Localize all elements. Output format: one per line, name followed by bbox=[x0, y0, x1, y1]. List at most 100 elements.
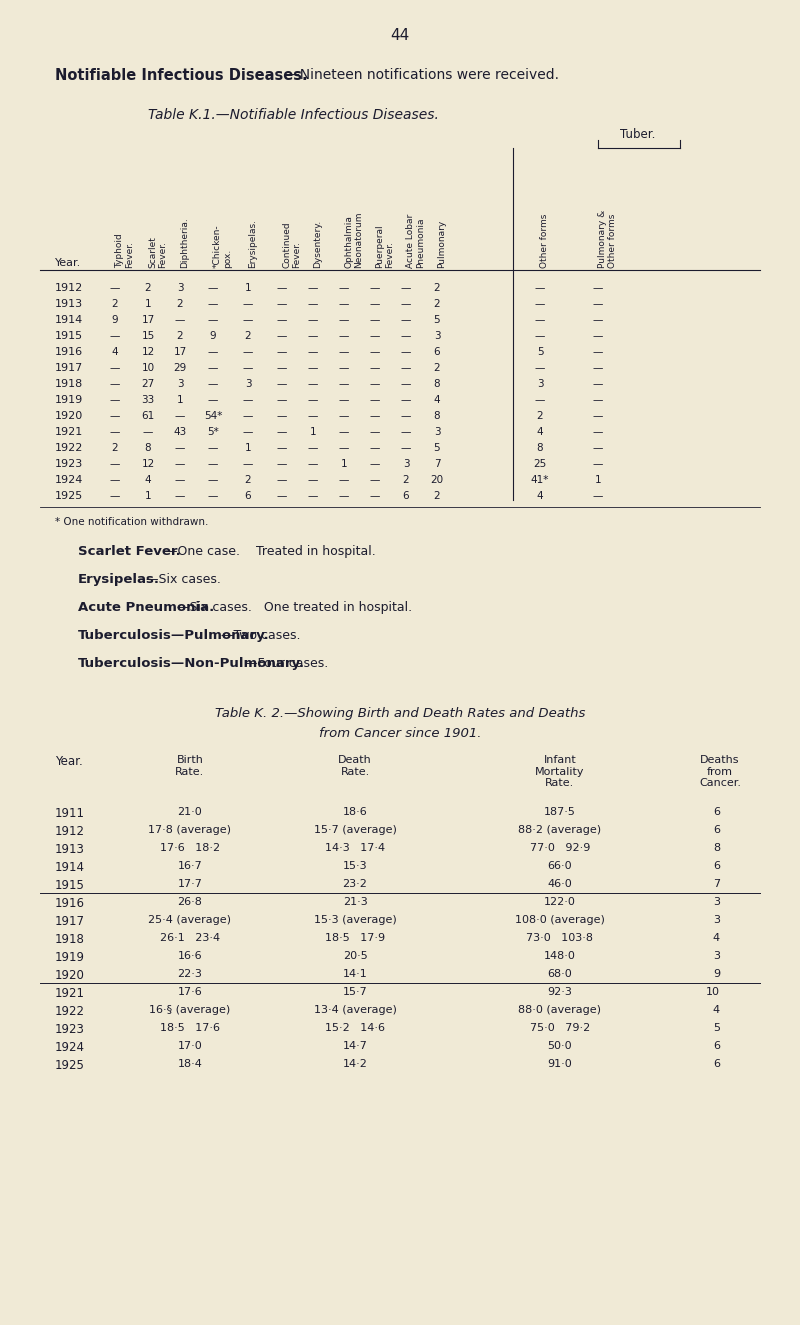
Text: —: — bbox=[370, 299, 380, 309]
Text: 46·0: 46·0 bbox=[548, 878, 572, 889]
Text: —: — bbox=[208, 379, 218, 390]
Text: —: — bbox=[243, 427, 253, 437]
Text: —: — bbox=[593, 284, 603, 293]
Text: 18·5   17·6: 18·5 17·6 bbox=[160, 1023, 220, 1034]
Text: 6: 6 bbox=[713, 1059, 720, 1069]
Text: —: — bbox=[370, 411, 380, 421]
Text: —Six cases.   One treated in hospital.: —Six cases. One treated in hospital. bbox=[178, 602, 412, 613]
Text: 1: 1 bbox=[177, 395, 183, 405]
Text: 8: 8 bbox=[434, 411, 440, 421]
Text: —: — bbox=[308, 474, 318, 485]
Text: 6: 6 bbox=[245, 492, 251, 501]
Text: —: — bbox=[243, 299, 253, 309]
Text: —: — bbox=[208, 492, 218, 501]
Text: —: — bbox=[339, 331, 349, 341]
Text: 1925: 1925 bbox=[55, 1059, 85, 1072]
Text: 15·7: 15·7 bbox=[342, 987, 367, 996]
Text: Dysentery.: Dysentery. bbox=[313, 220, 322, 268]
Text: 21·0: 21·0 bbox=[178, 807, 202, 818]
Text: 15·3 (average): 15·3 (average) bbox=[314, 916, 396, 925]
Text: —: — bbox=[370, 315, 380, 325]
Text: 22·3: 22·3 bbox=[178, 969, 202, 979]
Text: 4: 4 bbox=[713, 1004, 720, 1015]
Text: —: — bbox=[593, 427, 603, 437]
Text: 9: 9 bbox=[210, 331, 216, 341]
Text: 4: 4 bbox=[537, 492, 543, 501]
Text: —: — bbox=[308, 284, 318, 293]
Text: —: — bbox=[208, 315, 218, 325]
Text: —: — bbox=[339, 395, 349, 405]
Text: —: — bbox=[593, 315, 603, 325]
Text: 1924: 1924 bbox=[55, 1041, 85, 1053]
Text: —: — bbox=[308, 379, 318, 390]
Text: 3: 3 bbox=[245, 379, 251, 390]
Text: —: — bbox=[308, 395, 318, 405]
Text: 2: 2 bbox=[402, 474, 410, 485]
Text: 3: 3 bbox=[434, 331, 440, 341]
Text: —: — bbox=[370, 284, 380, 293]
Text: 50·0: 50·0 bbox=[548, 1041, 572, 1051]
Text: —: — bbox=[308, 347, 318, 356]
Text: —: — bbox=[370, 492, 380, 501]
Text: —: — bbox=[535, 299, 545, 309]
Text: —: — bbox=[339, 411, 349, 421]
Text: 2: 2 bbox=[145, 284, 151, 293]
Text: 108·0 (average): 108·0 (average) bbox=[515, 916, 605, 925]
Text: —: — bbox=[277, 347, 287, 356]
Text: Tuberculosis—Pulmonary.: Tuberculosis—Pulmonary. bbox=[78, 629, 270, 643]
Text: 1917: 1917 bbox=[55, 916, 85, 928]
Text: —: — bbox=[401, 331, 411, 341]
Text: 1913: 1913 bbox=[55, 843, 85, 856]
Text: 88·2 (average): 88·2 (average) bbox=[518, 825, 602, 835]
Text: —: — bbox=[110, 363, 120, 374]
Text: —: — bbox=[339, 443, 349, 453]
Text: —One case.    Treated in hospital.: —One case. Treated in hospital. bbox=[165, 545, 375, 558]
Text: —: — bbox=[243, 347, 253, 356]
Text: —: — bbox=[339, 379, 349, 390]
Text: 88·0 (average): 88·0 (average) bbox=[518, 1004, 602, 1015]
Text: —: — bbox=[308, 315, 318, 325]
Text: Acute Lobar
Pneumonia: Acute Lobar Pneumonia bbox=[406, 213, 426, 268]
Text: —: — bbox=[175, 411, 185, 421]
Text: 1920: 1920 bbox=[55, 411, 83, 421]
Text: 16·6: 16·6 bbox=[178, 951, 202, 961]
Text: 17: 17 bbox=[142, 315, 154, 325]
Text: 187·5: 187·5 bbox=[544, 807, 576, 818]
Text: 27: 27 bbox=[142, 379, 154, 390]
Text: 5: 5 bbox=[537, 347, 543, 356]
Text: Infant
Mortality
Rate.: Infant Mortality Rate. bbox=[535, 755, 585, 788]
Text: from Cancer since 1901.: from Cancer since 1901. bbox=[318, 727, 482, 739]
Text: —: — bbox=[243, 363, 253, 374]
Text: Ophthalmia
Neonatorum: Ophthalmia Neonatorum bbox=[344, 212, 363, 268]
Text: —: — bbox=[243, 395, 253, 405]
Text: 7: 7 bbox=[713, 878, 720, 889]
Text: —: — bbox=[339, 363, 349, 374]
Text: —: — bbox=[593, 411, 603, 421]
Text: —: — bbox=[308, 331, 318, 341]
Text: 54*: 54* bbox=[204, 411, 222, 421]
Text: Typhoid
Fever.: Typhoid Fever. bbox=[115, 233, 134, 268]
Text: 6: 6 bbox=[713, 1041, 720, 1051]
Text: *Chicken-
pox.: *Chicken- pox. bbox=[213, 224, 233, 268]
Text: 16·§ (average): 16·§ (average) bbox=[150, 1004, 230, 1015]
Text: 17·8 (average): 17·8 (average) bbox=[149, 825, 231, 835]
Text: 2: 2 bbox=[434, 492, 440, 501]
Text: —: — bbox=[277, 427, 287, 437]
Text: —: — bbox=[535, 284, 545, 293]
Text: —: — bbox=[208, 443, 218, 453]
Text: Continued
Fever.: Continued Fever. bbox=[282, 221, 302, 268]
Text: —: — bbox=[143, 427, 153, 437]
Text: 3: 3 bbox=[434, 427, 440, 437]
Text: Puerperal
Fever.: Puerperal Fever. bbox=[375, 224, 394, 268]
Text: 3: 3 bbox=[537, 379, 543, 390]
Text: 66·0: 66·0 bbox=[548, 861, 572, 871]
Text: 4: 4 bbox=[145, 474, 151, 485]
Text: 1918: 1918 bbox=[55, 933, 85, 946]
Text: 2: 2 bbox=[537, 411, 543, 421]
Text: 25·4 (average): 25·4 (average) bbox=[149, 916, 231, 925]
Text: —: — bbox=[339, 492, 349, 501]
Text: 6: 6 bbox=[713, 825, 720, 835]
Text: —Two cases.: —Two cases. bbox=[221, 629, 300, 643]
Text: 16·7: 16·7 bbox=[178, 861, 202, 871]
Text: 1915: 1915 bbox=[55, 331, 83, 341]
